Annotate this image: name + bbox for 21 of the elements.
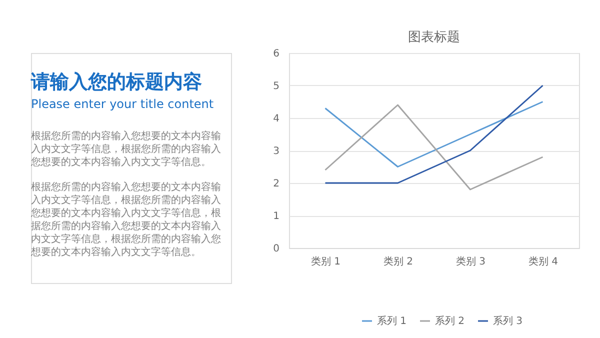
text: Please enter your title content — [31, 97, 214, 111]
y-tick-label: 4 — [273, 114, 280, 124]
text: 根据您所需的内容输入您想要的文本内容输入内文文字等信息，根据您所需的内容输入您想要的文本内容输入内文文字等信息。 — [30, 130, 221, 168]
y-tick-label: 1 — [273, 211, 280, 222]
legend-label: 系列 2 — [435, 315, 465, 327]
x-tick-label: 类别 1 — [310, 256, 341, 268]
y-tick-label: 5 — [273, 81, 280, 92]
legend-label: 系列 3 — [493, 315, 523, 327]
x-tick-label: 类别 4 — [528, 256, 558, 268]
text: 根据您所需的内容输入您想要的文本内容输入内文文字等信息，根据您所需的内容输入您想要的文本内容输入内文文字等信息，根据您所需的内容输入您想要的文本内容输入内文文字等信息，根据您所需的内容输入您想要的文本内容输入内文文字等信息。 — [30, 181, 221, 258]
line-series — [324, 104, 544, 190]
x-tick-label: 类别 2 — [383, 256, 414, 268]
legend-label: 系列 1 — [377, 315, 407, 327]
y-tick-label: 3 — [273, 146, 280, 157]
text: 请输入您的标题内容 — [30, 71, 202, 93]
y-tick-label: 2 — [273, 178, 280, 190]
y-tick-label: 0 — [273, 244, 280, 254]
y-tick-label: 6 — [273, 48, 280, 60]
x-tick-label: 类别 3 — [456, 256, 486, 268]
line-series — [324, 101, 544, 168]
text: 图表标题 — [408, 30, 460, 45]
